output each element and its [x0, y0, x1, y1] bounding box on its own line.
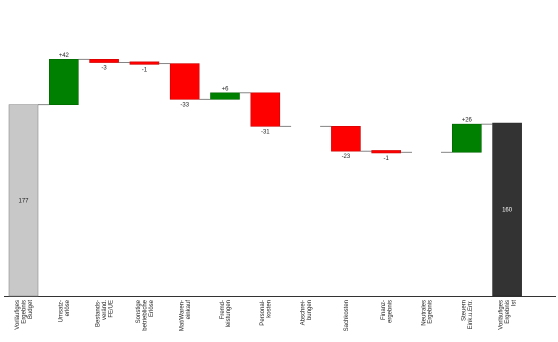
- value-label-4: -1: [142, 67, 148, 73]
- category-label-4: Sonstige betriebliche Erlöse: [136, 299, 155, 330]
- category-label-line: Ist: [512, 300, 518, 307]
- value-label-5: -33: [180, 102, 189, 108]
- category-label-line: Umsatz-: [59, 300, 65, 322]
- category-label-line: Ergebnis: [428, 300, 434, 324]
- category-label-line: bungen: [307, 300, 313, 320]
- bar-7: [250, 92, 281, 127]
- category-label-9: Sachkosten: [344, 300, 350, 331]
- category-label-line: Sonstige: [136, 299, 142, 323]
- category-label-1: Vorläufiges Ergebnis Budget: [15, 300, 34, 330]
- category-label-line: Abschrei-: [300, 300, 306, 325]
- category-label-line: Sachkosten: [344, 300, 350, 331]
- category-label-5: Mat/Waren-einkauf: [180, 300, 192, 331]
- category-label-line: Fremd-: [220, 300, 226, 319]
- bar-1: [8, 104, 39, 297]
- category-label-3: Bestands-veränd. FE/UE: [96, 300, 115, 327]
- category-label-line: Neutrales: [421, 300, 427, 326]
- category-label-line: Vorläufiges: [499, 300, 505, 330]
- category-label-13: Vorläufiges Ergebnis Ist: [499, 300, 518, 330]
- category-label-6: Fremd-leistungen: [220, 300, 232, 327]
- category-label-7: Personal-kosten: [260, 300, 272, 326]
- value-label-6: +6: [222, 86, 230, 92]
- value-label-13: 160: [502, 208, 513, 214]
- category-label-line: einkauf: [186, 300, 192, 320]
- category-label-line: Steuern: [462, 300, 468, 321]
- category-label-2: Umsatz-erlöse: [59, 299, 71, 322]
- category-label-line: Vorläufiges: [15, 300, 21, 330]
- category-label-line: Budget: [28, 300, 34, 319]
- value-label-7: -31: [261, 129, 270, 135]
- category-label-line: Ergebnis: [22, 300, 28, 324]
- category-label-8: Abschrei-bungen: [300, 300, 312, 325]
- category-label-line: Eink.u.Ertr.: [468, 300, 474, 330]
- value-label-3: -3: [101, 66, 107, 72]
- bar-12: [451, 123, 482, 153]
- category-label-12: Steuern Eink.u.Ertr.: [462, 300, 474, 330]
- value-label-12: +26: [462, 118, 473, 124]
- value-label-2: +42: [59, 53, 70, 59]
- category-label-line: veränd.: [102, 300, 108, 320]
- bar-13: [492, 122, 522, 297]
- category-label-line: Personal-: [260, 300, 266, 326]
- category-label-line: kosten: [267, 300, 273, 318]
- bar-10: [371, 150, 402, 154]
- category-label-line: leistungen: [226, 300, 232, 327]
- category-label-line: Ergebnis: [505, 300, 511, 324]
- value-label-1: 177: [18, 198, 29, 204]
- category-label-line: betriebliche: [142, 299, 148, 330]
- category-label-11: Neutrales Ergebnis: [421, 300, 433, 326]
- category-label-line: FE/UE: [109, 300, 115, 318]
- category-label-line: ergebnis: [387, 300, 393, 323]
- bar-6: [210, 92, 240, 100]
- bar-9: [331, 126, 361, 152]
- category-label-10: Finanz-ergebnis: [381, 300, 393, 323]
- category-label-line: Erlöse: [149, 299, 155, 317]
- bar-3: [89, 59, 119, 63]
- bar-4: [129, 61, 160, 65]
- value-label-9: -23: [342, 154, 351, 160]
- category-label-line: Mat/Waren-: [180, 300, 186, 331]
- category-label-line: Bestands-: [96, 300, 102, 327]
- bar-5: [169, 63, 200, 100]
- category-label-line: Finanz-: [381, 300, 387, 320]
- bar-2: [48, 59, 79, 106]
- value-label-10: -1: [384, 156, 390, 162]
- category-label-line: erlöse: [65, 299, 71, 316]
